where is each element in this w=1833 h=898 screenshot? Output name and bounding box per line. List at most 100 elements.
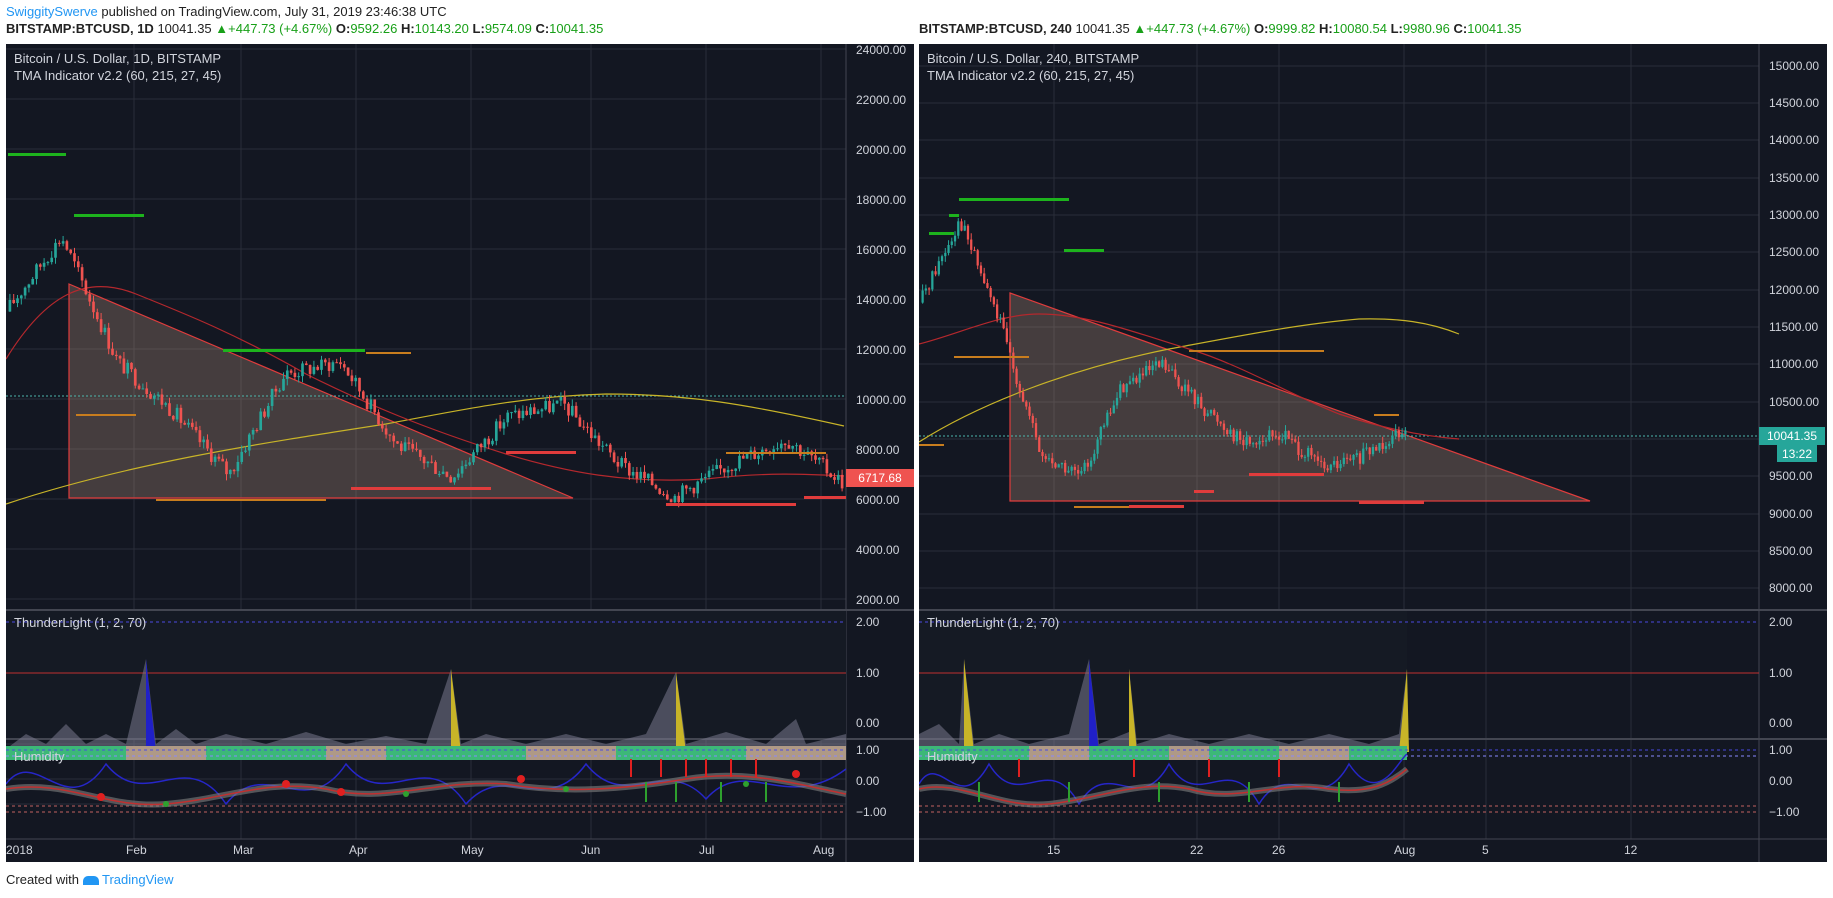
candle-body (639, 471, 643, 479)
right-humidity-title: Humidity (927, 749, 978, 764)
svg-text:0.00: 0.00 (1769, 716, 1793, 730)
candle-body (643, 471, 646, 479)
candle-body (829, 473, 833, 478)
svg-text:11000.00: 11000.00 (1769, 357, 1818, 371)
svg-text:13500.00: 13500.00 (1769, 171, 1819, 185)
candle-body (1187, 384, 1190, 392)
right-ticker: BITSTAMP:BTCUSD, 240 (919, 21, 1072, 36)
candle-body (38, 264, 42, 267)
candle-body (1180, 386, 1183, 392)
candle-body (479, 444, 483, 448)
left-thunder-pane[interactable]: ThunderLight (1, 2, 70) 2.00 1.00 0.00 (6, 611, 880, 760)
svg-text:−1.00: −1.00 (1769, 805, 1800, 819)
candle-body (1274, 436, 1277, 438)
candle-body (426, 461, 430, 464)
candle-body (1329, 464, 1332, 471)
svg-text:Aug: Aug (813, 843, 834, 857)
candle-body (703, 476, 707, 479)
candle-body (1365, 447, 1368, 449)
candle-body (1115, 397, 1119, 406)
tradingview-link[interactable]: TradingView (102, 872, 174, 887)
orange-step-dots (919, 350, 1399, 508)
candle-body (563, 396, 567, 404)
candle-body (270, 388, 274, 406)
candle-body (335, 362, 339, 364)
candle-body (658, 488, 662, 494)
candle-body (1371, 446, 1375, 455)
candle-body (1151, 365, 1154, 371)
candle-body (650, 473, 654, 486)
left-chart[interactable]: 6717.68 24000.00 22000.00 20000.00 18000… (6, 44, 914, 862)
left-humidity-pane[interactable]: Humidity 1.00 0.00 −1.00 (6, 743, 887, 819)
candle-body (236, 461, 240, 472)
descending-triangle[interactable] (68, 283, 574, 499)
candle-body (757, 455, 760, 459)
candle-body (19, 295, 23, 299)
candle-body (1216, 414, 1219, 422)
candle-body (1109, 412, 1112, 414)
candle-body (498, 421, 502, 429)
candle-body (221, 458, 225, 462)
candle-body (1093, 453, 1096, 461)
candle-body (559, 396, 563, 401)
candle-body (1080, 471, 1083, 474)
left-chart-svg[interactable]: 6717.68 24000.00 22000.00 20000.00 18000… (6, 44, 914, 862)
candle-body (719, 465, 722, 469)
candle-body (1287, 430, 1290, 439)
left-ohlc-line: BITSTAMP:BTCUSD, 1D 10041.35 ▲+447.73 (+… (6, 21, 604, 36)
candle-body (947, 245, 950, 253)
candle-body (1018, 383, 1021, 392)
right-chart-svg[interactable]: 10041.35 13:22 15000.00 14500.00 14000.0… (919, 44, 1827, 862)
right-thunder-pane[interactable]: ThunderLight (1, 2, 70) 2.00 1.00 0.00 (919, 611, 1793, 760)
candle-body (57, 242, 61, 244)
candle-body (979, 265, 983, 274)
candle-body (605, 444, 608, 446)
price-tick: 24000.00 (856, 44, 906, 57)
candle-body (198, 430, 202, 443)
candle-body (396, 441, 399, 444)
candle-body (50, 257, 54, 263)
candle-body (282, 378, 285, 391)
price-tick: 16000.00 (856, 243, 906, 257)
price-tick: 22000.00 (856, 93, 906, 107)
candle-body (1051, 458, 1054, 464)
candle-body (753, 450, 757, 459)
right-chart[interactable]: 10041.35 13:22 15000.00 14500.00 14000.0… (919, 44, 1827, 862)
candle-body (141, 388, 145, 390)
candle-body (475, 444, 479, 453)
right-candles[interactable] (921, 218, 1407, 480)
candle-body (1190, 389, 1193, 392)
right-last-price: 10041.35 (1767, 429, 1817, 443)
candle-body (42, 262, 46, 267)
candle-body (1336, 460, 1339, 469)
candle-body (1203, 408, 1206, 416)
candle-body (764, 449, 768, 452)
svg-text:1.00: 1.00 (1769, 743, 1793, 757)
candle-body (240, 451, 244, 462)
candle-body (126, 362, 130, 374)
candle-body (927, 288, 931, 290)
candle-body (646, 473, 650, 479)
candle-body (627, 463, 631, 476)
price-tick: 4000.00 (856, 543, 900, 557)
svg-text:0.00: 0.00 (856, 774, 880, 788)
svg-text:12: 12 (1624, 843, 1638, 857)
candle-body (953, 235, 957, 242)
candle-body (963, 225, 966, 231)
left-chart-title: Bitcoin / U.S. Dollar, 1D, BITSTAMP (14, 51, 221, 66)
candle-body (1397, 430, 1401, 438)
candle-body (692, 487, 696, 494)
candle-body (118, 356, 122, 359)
candle-body (589, 427, 593, 439)
right-humidity-pane[interactable]: Humidity 1.00 0.00 −1.00 (919, 743, 1800, 819)
candle-body (821, 457, 825, 460)
candle-body (1384, 446, 1388, 449)
candle-body (244, 450, 247, 452)
candle-body (673, 495, 677, 503)
candle-body (445, 471, 449, 477)
candle-body (931, 271, 934, 290)
left-candles[interactable] (8, 235, 844, 508)
author-link[interactable]: SwiggitySwerve (6, 4, 98, 19)
candle-body (263, 411, 266, 417)
candle-body (1193, 389, 1196, 405)
